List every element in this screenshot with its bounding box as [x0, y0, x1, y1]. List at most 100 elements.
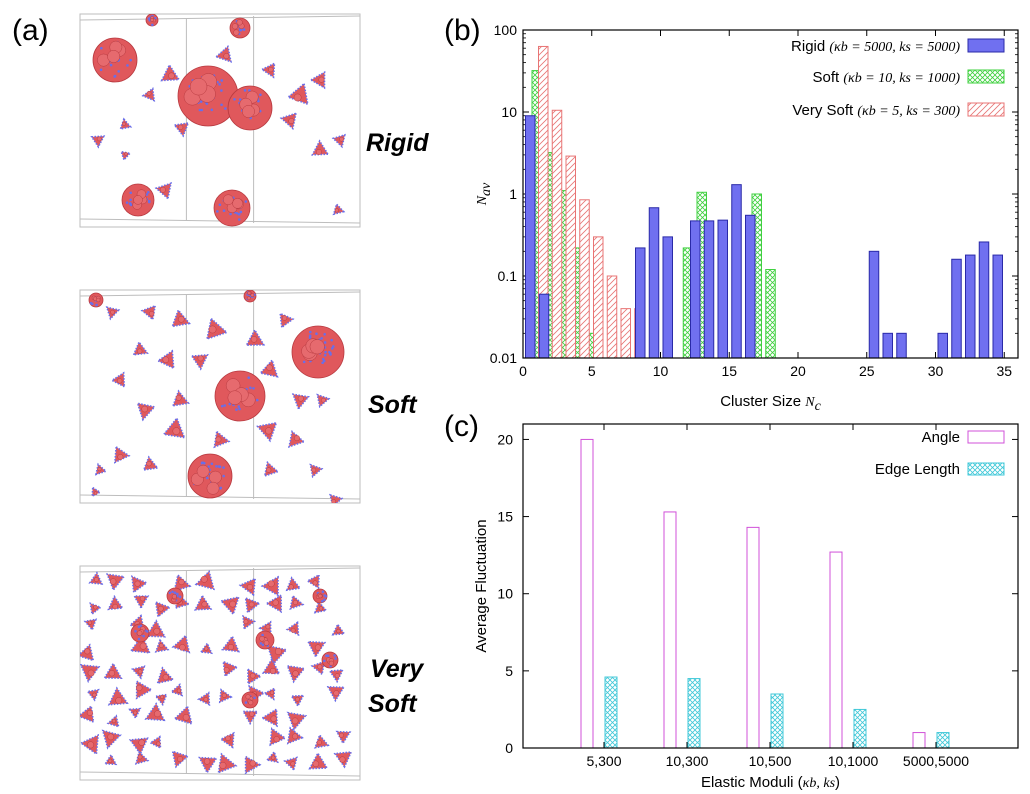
legend-swatch [967, 462, 1005, 476]
particle-sphere [208, 470, 222, 484]
particle-sphere [267, 580, 275, 588]
particle-sphere [133, 710, 138, 715]
bead [247, 376, 251, 379]
particle-sphere [156, 741, 161, 746]
bead [315, 332, 318, 335]
bead [259, 642, 263, 645]
bar-angle [746, 526, 760, 749]
particle-sphere [109, 578, 117, 585]
particle-sphere [215, 436, 222, 443]
particle-sphere [108, 670, 115, 677]
bead [145, 193, 149, 196]
bead [237, 218, 241, 221]
y-tick-label: 0.01 [490, 350, 517, 366]
bar-rigid [648, 207, 660, 359]
bar-rigid [745, 214, 756, 359]
bead [261, 633, 264, 637]
particle-sphere [93, 491, 98, 495]
bead [222, 466, 225, 469]
particle-sphere [204, 646, 209, 651]
particle-sphere [265, 624, 271, 630]
particle-sphere [231, 23, 239, 30]
particle-sphere [159, 186, 166, 193]
particle-sphere [134, 580, 141, 587]
particle-sphere [288, 118, 295, 124]
particle-sphere [223, 53, 230, 59]
particle-sphere [292, 670, 299, 677]
particle-sphere [221, 692, 227, 698]
particle-sphere [227, 390, 243, 405]
bead [255, 398, 259, 402]
particle-sphere [124, 152, 128, 156]
particle-sphere [86, 709, 93, 716]
bead [137, 625, 141, 629]
particle-sphere [318, 606, 324, 611]
bar-very-soft [593, 236, 604, 359]
bead [201, 461, 205, 464]
bead [257, 99, 260, 103]
particle-sphere [153, 627, 161, 635]
bead [205, 102, 209, 105]
particle-sphere [328, 660, 334, 666]
particle-sphere [247, 291, 251, 295]
particle-sphere [314, 644, 322, 651]
particle-sphere [274, 647, 283, 656]
particle-sphere [201, 601, 208, 608]
bar-very-soft [606, 275, 618, 359]
bead [252, 386, 255, 390]
bar-angle [663, 511, 677, 749]
triangular-particle [335, 730, 352, 745]
bead [139, 624, 143, 628]
particle-sphere [175, 394, 182, 401]
bead [95, 303, 98, 307]
particle-sphere [110, 309, 115, 315]
particle-sphere [250, 336, 258, 343]
bead [244, 701, 248, 704]
legend-label: Angle [922, 429, 960, 446]
particle-sphere [87, 669, 95, 677]
particle-sphere [269, 690, 275, 695]
bead [320, 336, 323, 340]
bar-edge-length [770, 693, 784, 749]
bar-edge-length [687, 678, 701, 749]
particle-sphere [178, 578, 185, 586]
snapshot-label-rigid: Rigid [366, 129, 429, 157]
particle-sphere [87, 620, 93, 625]
particle-sphere [293, 93, 302, 102]
bead [210, 108, 214, 112]
y-axis-label: Nav [475, 182, 494, 206]
y-tick-label: 1 [509, 186, 517, 202]
bar-soft [765, 269, 776, 359]
particle-sphere [107, 50, 121, 63]
particle-sphere [162, 356, 170, 363]
particle-sphere [247, 296, 251, 301]
legend-label: Soft (κb = 10, ks = 1000) [813, 69, 961, 86]
average-fluctuation-chart: 0 5 10 15 20 5,300 10,300 10,500 10,1000 5000,500… [473, 423, 1019, 791]
particle-sphere [203, 697, 209, 702]
legend-swatch [967, 430, 1005, 444]
bead [320, 599, 324, 603]
particle-sphere [150, 18, 154, 22]
bead [323, 341, 327, 344]
particle-sphere [136, 684, 143, 692]
bead [259, 93, 262, 97]
particle-sphere [178, 316, 185, 323]
snapshot-label-soft-2: Soft [368, 690, 418, 718]
bead [178, 595, 182, 599]
legend-swatch [967, 38, 1005, 53]
bead [239, 210, 243, 214]
bead [146, 191, 150, 194]
bead [329, 353, 332, 356]
x-tick-label: 25 [859, 363, 875, 379]
particle-sphere [270, 715, 277, 722]
particle-sphere [108, 758, 113, 763]
y-tick-label: 0 [505, 740, 513, 756]
particle-sphere [219, 761, 227, 769]
particle-sphere [196, 464, 210, 478]
bead [217, 465, 221, 468]
particle-sphere [146, 461, 152, 467]
cluster-size-histogram: 0.01 0.1 1 10 100 0 5 10 15 20 25 30 35 Cluster Size … [475, 22, 1019, 414]
particle-sphere [318, 76, 325, 83]
particle-sphere [272, 599, 279, 606]
particle-sphere [243, 619, 249, 625]
